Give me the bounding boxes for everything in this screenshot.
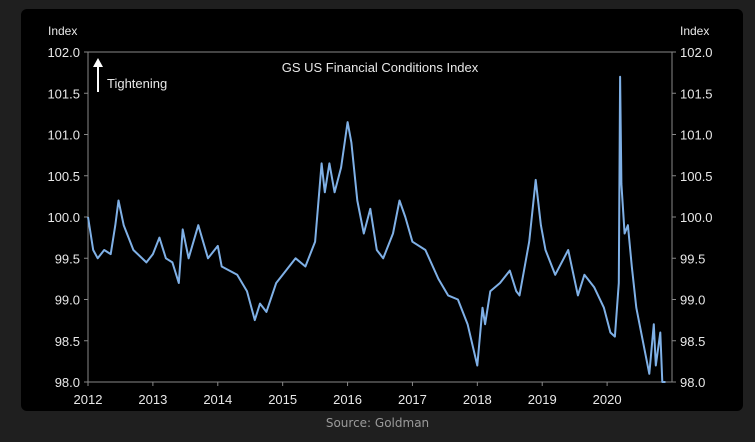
- y-axis-label-right: Index: [680, 24, 709, 38]
- tightening-arrow-icon: [93, 58, 103, 92]
- series-line: [87, 75, 666, 383]
- y-tick-label-right: 99.5: [680, 251, 705, 266]
- x-tick-label: 2013: [138, 392, 167, 407]
- x-tick-label: 2018: [463, 392, 492, 407]
- y-tick-label-left: 99.5: [55, 251, 80, 266]
- y-tick-label-right: 102.0: [680, 45, 713, 60]
- y-tick-label-left: 98.5: [55, 334, 80, 349]
- y-axis-label-left: Index: [48, 24, 77, 38]
- x-tick-label: 2016: [333, 392, 362, 407]
- y-tick-label-right: 99.0: [680, 293, 705, 308]
- x-tick-label: 2014: [203, 392, 232, 407]
- y-tick-label-right: 101.5: [680, 86, 713, 101]
- y-tick-label-left: 101.5: [47, 86, 80, 101]
- source-caption: Source: Goldman: [325, 416, 430, 430]
- x-tick-label: 2020: [593, 392, 622, 407]
- x-tick-label: 2012: [74, 392, 103, 407]
- chart-title: GS US Financial Conditions Index: [282, 60, 479, 75]
- y-tick-label-right: 100.5: [680, 169, 713, 184]
- y-tick-label-left: 98.0: [55, 375, 80, 390]
- x-tick-label: 2015: [268, 392, 297, 407]
- y-tick-label-right: 100.0: [680, 210, 713, 225]
- y-tick-label-right: 101.0: [680, 128, 713, 143]
- x-tick-label: 2017: [398, 392, 427, 407]
- tightening-annotation: Tightening: [107, 76, 167, 91]
- y-tick-label-left: 100.5: [47, 169, 80, 184]
- y-tick-label-right: 98.5: [680, 334, 705, 349]
- x-tick-label: 2019: [528, 392, 557, 407]
- y-tick-label-left: 100.0: [47, 210, 80, 225]
- y-tick-label-left: 101.0: [47, 128, 80, 143]
- y-tick-label-left: 99.0: [55, 293, 80, 308]
- y-tick-label-right: 98.0: [680, 375, 705, 390]
- y-tick-label-left: 102.0: [47, 45, 80, 60]
